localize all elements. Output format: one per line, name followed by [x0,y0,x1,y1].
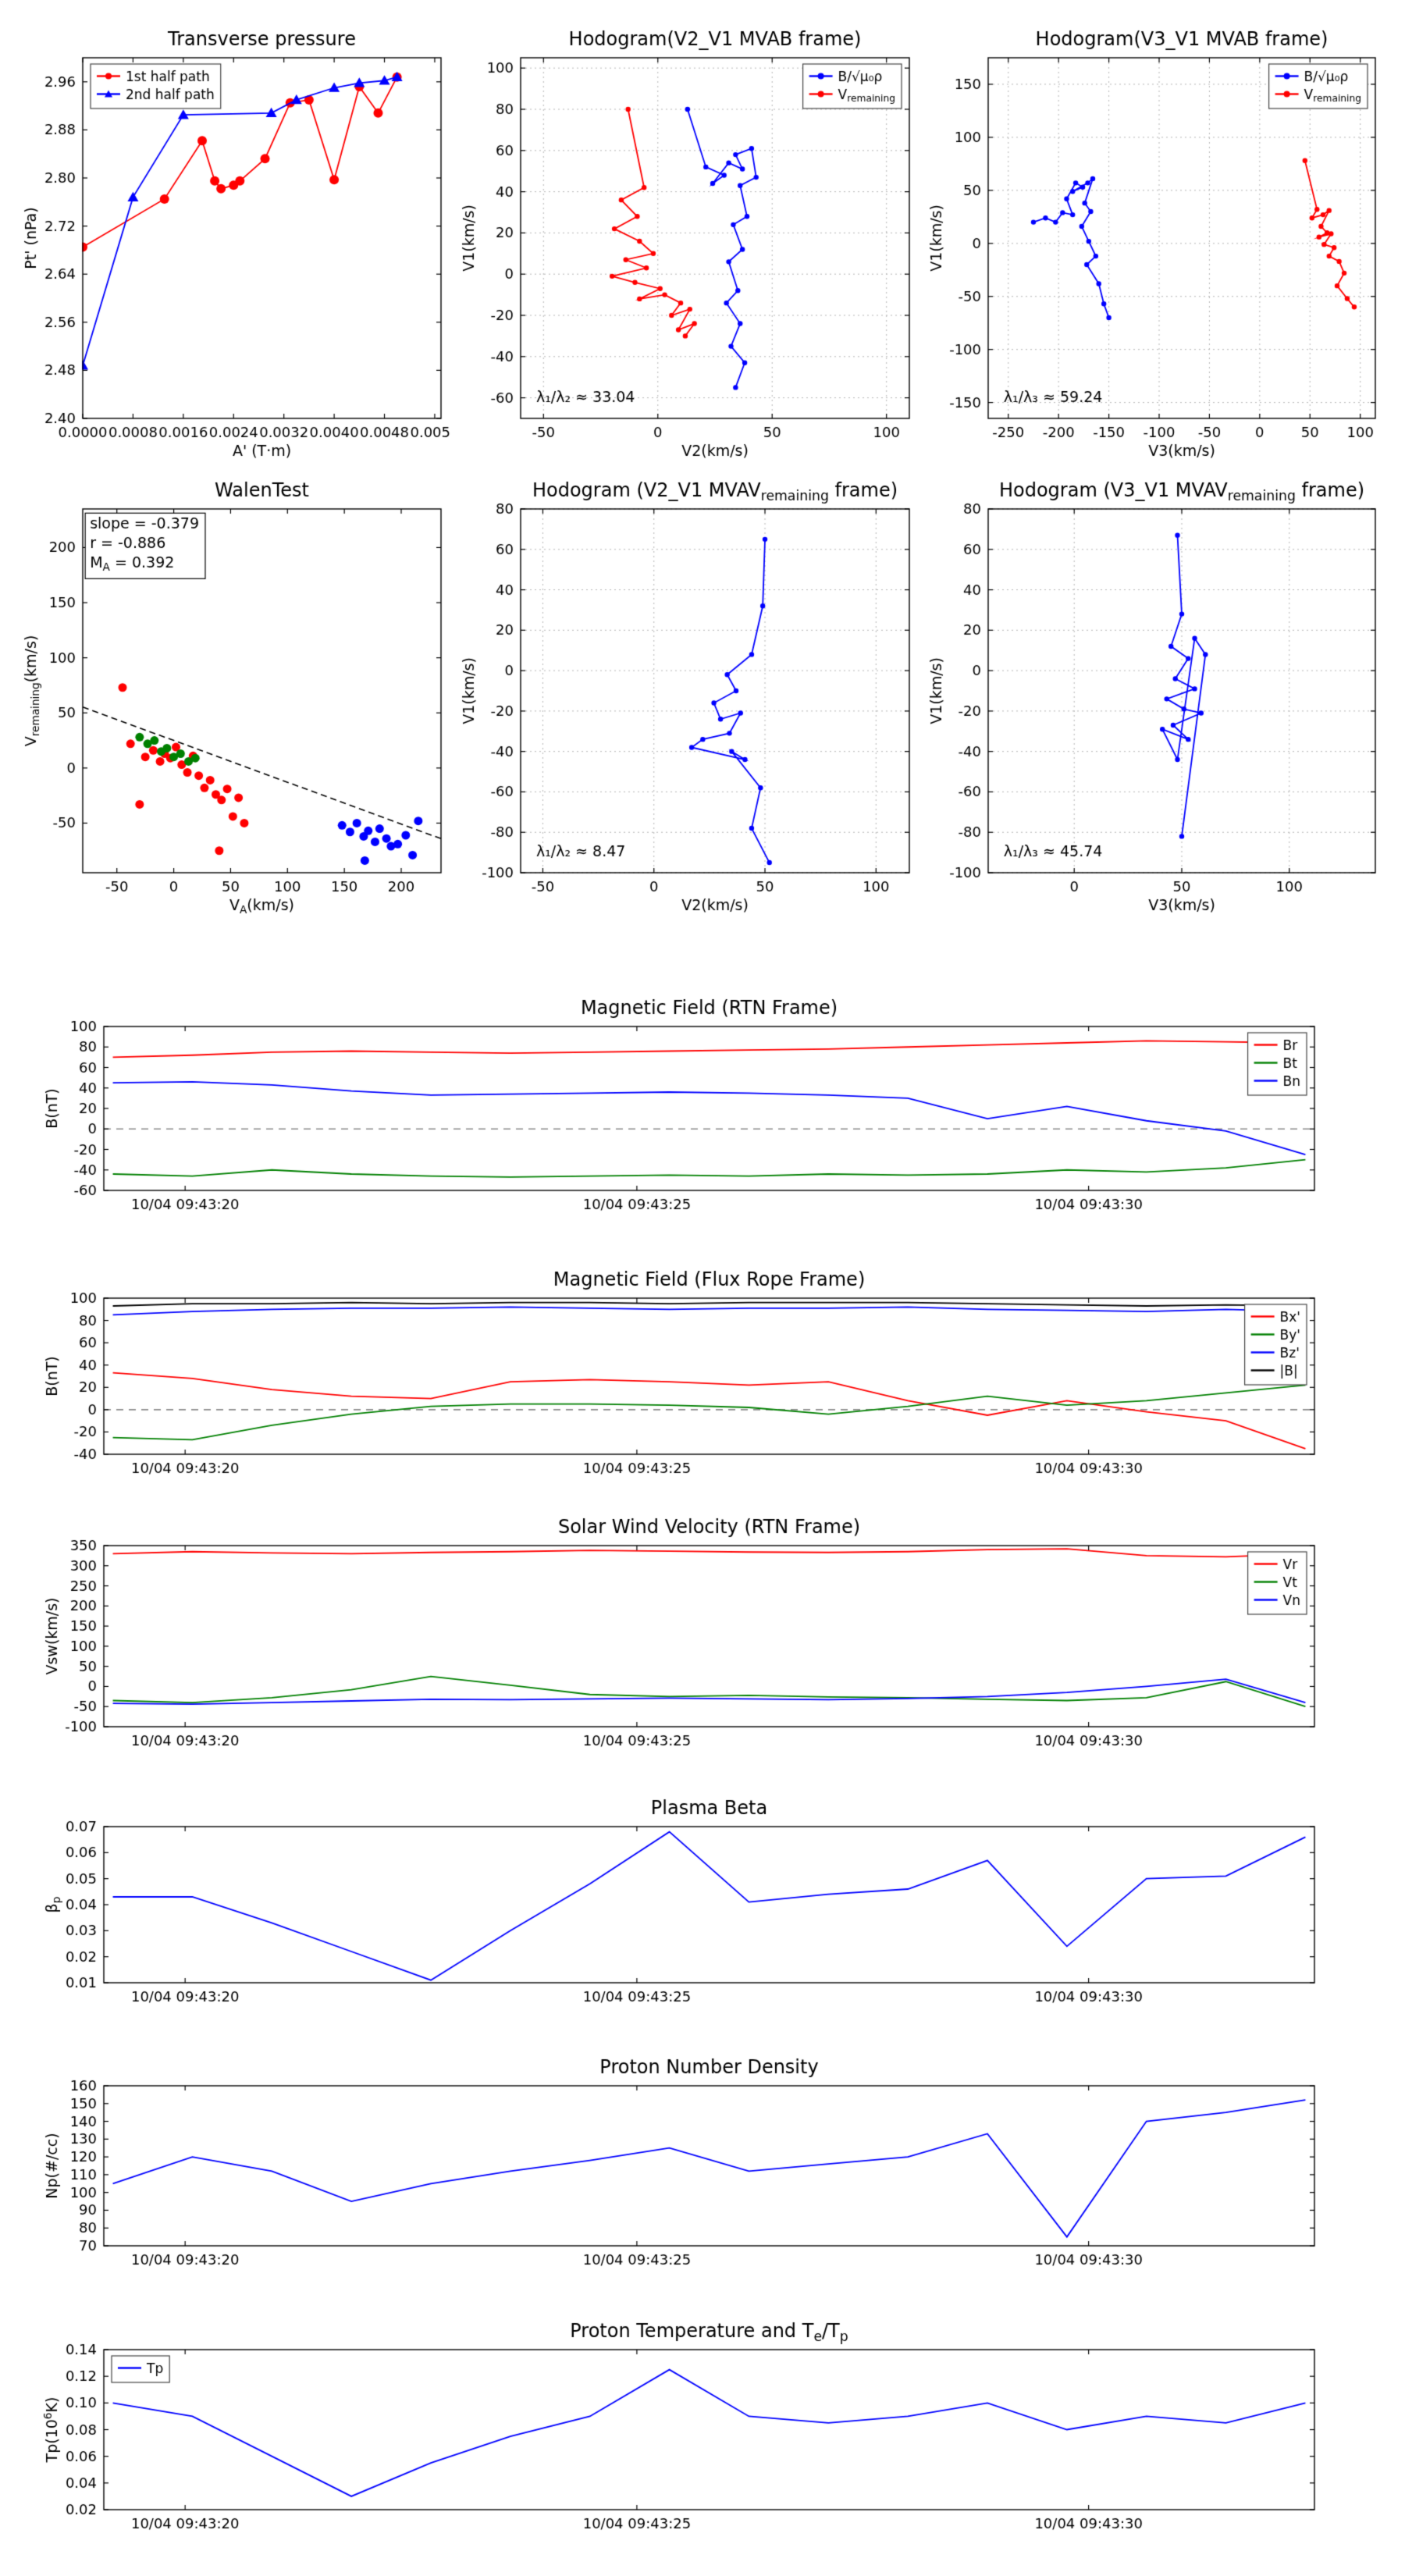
proton-number-density-chart [34,2043,1330,2289]
panel-hodogram-v2v1-mvav [450,466,925,916]
hodogram-v2v1-mvab-chart [450,15,925,461]
panel-hodogram-v3v1-mvab [918,15,1391,461]
hodogram-v3v1-mvab-chart [918,15,1391,461]
plasma-beta-chart [34,1784,1330,2026]
magnetic-field-rtn-chart [34,984,1330,1233]
hodogram-v3v1-mvav-chart [918,466,1391,916]
panel-hodogram-v2v1-mvab [450,15,925,461]
panel-proton-number-density [34,2043,1330,2289]
panel-magnetic-field-flux-rope [34,1255,1330,1497]
panel-transverse-pressure [12,15,457,461]
proton-temperature-chart [34,2307,1330,2553]
panel-walen-test [12,466,457,916]
panel-plasma-beta [34,1784,1330,2026]
panel-solar-wind-velocity [34,1503,1330,1770]
magnetic-field-flux-rope-chart [34,1255,1330,1497]
panel-magnetic-field-rtn [34,984,1330,1233]
solar-wind-velocity-chart [34,1503,1330,1770]
panel-hodogram-v3v1-mvav [918,466,1391,916]
walen-test-chart [12,466,457,916]
transverse-pressure-chart [12,15,457,461]
panel-proton-temperature [34,2307,1330,2553]
hodogram-v2v1-mvav-chart [450,466,925,916]
